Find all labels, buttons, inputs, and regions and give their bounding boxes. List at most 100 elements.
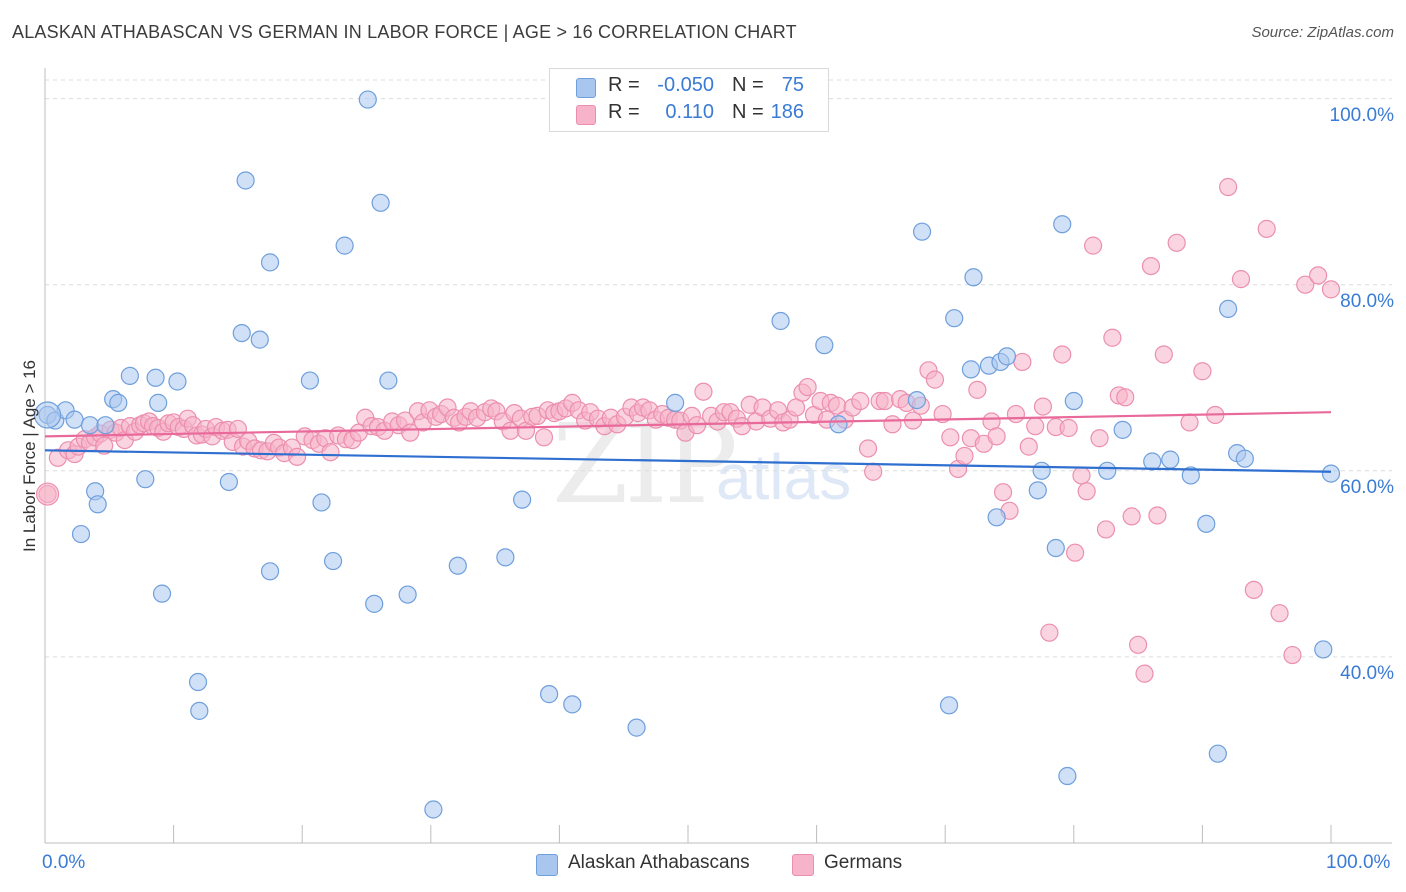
athabascan-point (1032, 461, 1051, 480)
athabascan-point (666, 393, 685, 412)
german-point (1072, 466, 1091, 485)
athabascan-point (945, 309, 964, 328)
german-point (1154, 345, 1173, 364)
athabascan-point (448, 556, 467, 575)
german-point (1059, 418, 1078, 438)
athabascan-point (88, 495, 107, 514)
correlation-legend: R = -0.050 N = 75 R = 0.110 N = 186 (549, 68, 829, 132)
athabascan-point (815, 336, 834, 355)
german-point (1065, 543, 1085, 562)
german-point (1103, 328, 1122, 347)
athabascan-point (1028, 481, 1047, 500)
y-tick-label: 100.0% (1329, 104, 1394, 126)
german-point-large (35, 482, 60, 506)
german-point (1128, 635, 1148, 654)
legend-row-germans: R = 0.110 N = 186 (550, 101, 828, 127)
athabascan-point (997, 347, 1017, 366)
athabascan-point (260, 562, 280, 581)
german-point (851, 391, 870, 411)
athabascan-point (912, 222, 932, 241)
german-point (1283, 645, 1302, 665)
athabascan-point (563, 695, 582, 714)
athabascan-point (540, 685, 559, 704)
legend-r-label: R = (608, 74, 640, 96)
german-point (1244, 580, 1263, 600)
y-tick-label: 80.0% (1340, 290, 1394, 312)
axes (44, 68, 1392, 844)
x-tick-label-min: 0.0% (42, 852, 86, 873)
athabascan-point (424, 800, 443, 819)
german-point (1219, 177, 1238, 197)
legend-n-value: 186 (770, 101, 804, 123)
german-point (1148, 506, 1167, 525)
athabascan-point (907, 390, 927, 410)
athabascan-point (312, 493, 331, 512)
athabascan-point (300, 371, 320, 390)
athabascan-point (168, 372, 187, 391)
athabascan-point (1235, 449, 1254, 468)
athabascan-point (961, 360, 981, 379)
athabascan-point-large (33, 401, 62, 429)
german-point (1180, 413, 1199, 432)
athabascan-point (771, 311, 790, 331)
german-point (1257, 219, 1276, 238)
german-point (858, 439, 878, 458)
athabascan-point (80, 416, 100, 435)
athabascan-point (1113, 420, 1132, 439)
german-point (1053, 345, 1072, 364)
watermark-atlas: atlas (716, 441, 852, 513)
athabascan-point (1314, 640, 1333, 659)
y-tick-label: 40.0% (1340, 662, 1394, 684)
series-legend: Alaskan Athabascans Germans (0, 852, 1406, 878)
legend-r-value: 0.110 (665, 101, 714, 123)
trend-lines (44, 411, 1332, 473)
german-point (955, 446, 974, 466)
alaskan-athabascans-points (33, 90, 1341, 819)
athabascan-point (939, 696, 959, 715)
legend-label: Alaskan Athabascans (568, 852, 750, 873)
athabascan-point (1321, 464, 1341, 483)
german-point (534, 428, 554, 447)
german-point (1090, 429, 1109, 448)
german-point (1116, 388, 1135, 407)
legend-r-value: -0.050 (657, 74, 714, 96)
legend-r-label: R = (608, 101, 640, 123)
german-point (1077, 482, 1096, 501)
athabascan-point (190, 701, 209, 720)
german-point (1321, 280, 1341, 299)
german-point (798, 377, 817, 397)
chart-title: ALASKAN ATHABASCAN VS GERMAN IN LABOR FO… (12, 22, 797, 42)
grid-lines (45, 79, 1392, 658)
german-point (1231, 270, 1251, 289)
athabascan-point (260, 253, 280, 272)
athabascan-point (188, 672, 208, 692)
german-point (1033, 397, 1053, 416)
german-point (1096, 520, 1116, 539)
athabascan-point (219, 472, 238, 492)
german-point (941, 428, 960, 447)
athabascan-point (496, 548, 515, 567)
athabascan-point (136, 470, 155, 489)
legend-row-alaskan-athabascans: R = -0.050 N = 75 (550, 74, 828, 100)
athabascan-point (627, 718, 646, 737)
athabascan-point (1046, 538, 1065, 558)
athabascan-trend-line (44, 449, 1332, 473)
german-point (864, 462, 883, 481)
german-point (1135, 664, 1154, 683)
legend-label: Germans (824, 852, 903, 873)
legend-swatch-blue (536, 854, 558, 876)
german-point (968, 380, 987, 399)
german-point (925, 370, 945, 389)
athabascan-point (1143, 452, 1162, 471)
athabascan-point (371, 193, 390, 212)
x-tick-label-max: 100.0% (1326, 852, 1391, 873)
athabascan-point (1197, 514, 1216, 533)
athabascan-point (1098, 461, 1117, 480)
y-tick-label: 60.0% (1340, 476, 1394, 498)
source-credit: Source: ZipAtlas.com (1251, 24, 1394, 41)
athabascan-point (71, 524, 91, 544)
german-point (287, 447, 307, 466)
german-point (1122, 507, 1141, 526)
german-point (95, 436, 114, 455)
